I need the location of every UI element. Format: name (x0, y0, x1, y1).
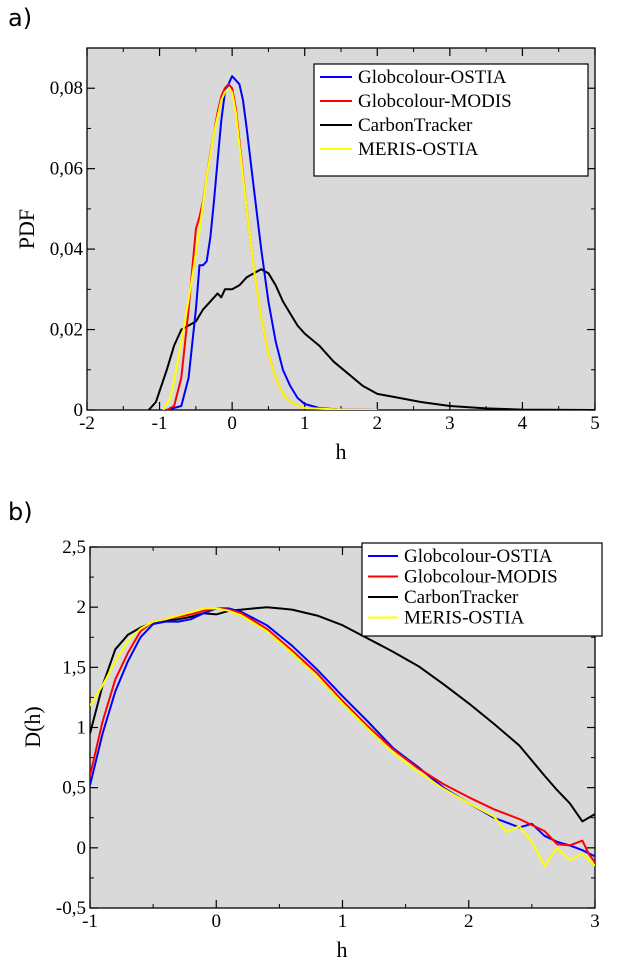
legend-label-meris-ostia: MERIS-OSTIA (358, 139, 479, 160)
legend-label-globcolour-modis: Globcolour-MODIS (404, 567, 558, 588)
series-line-meris-ostia (162, 87, 378, 410)
legend-box (313, 63, 589, 177)
y-tick-label: 1,5 (62, 657, 86, 678)
legend-label-globcolour-ostia: Globcolour-OSTIA (404, 546, 553, 567)
y-tick-label: 2 (77, 597, 87, 618)
panel-label: b) (8, 498, 33, 526)
legend: Globcolour-OSTIAGlobcolour-MODISCarbonTr… (361, 542, 603, 637)
y-tick-label: 0,04 (50, 239, 84, 260)
chart-panel-a: a) -2 -1 0 1 2 3 4 5 0 0,02 0,04 0,06 0,08 h PDF Globcol… (8, 4, 600, 464)
legend-label-carbontracker: CarbonTracker (404, 587, 519, 608)
legend-label-globcolour-ostia: Globcolour-OSTIA (358, 67, 507, 88)
y-tick-label: 0,06 (50, 159, 83, 180)
series-layer (147, 75, 595, 410)
x-tick-label: 2 (464, 911, 474, 932)
y-axis-title: D(h) (20, 706, 45, 748)
y-tick-label: 1 (77, 718, 87, 739)
y-tick-label: 2,5 (62, 537, 86, 558)
y-tick-label: 0,08 (50, 78, 83, 99)
x-tick-label: 0 (212, 911, 222, 932)
x-tick-label: 4 (518, 413, 528, 434)
y-tick-label: 0 (74, 400, 84, 421)
y-tick-label: 0,5 (62, 778, 86, 799)
x-tick-label: 5 (590, 413, 600, 434)
x-tick-label: -1 (82, 911, 98, 932)
y-tick-label: -0,5 (56, 898, 86, 919)
legend-label-globcolour-modis: Globcolour-MODIS (358, 91, 512, 112)
series-line-globcolour-ostia (166, 75, 378, 410)
y-tick-label: 0 (77, 838, 87, 859)
x-tick-label: 2 (373, 413, 383, 434)
x-axis-title: h (336, 439, 347, 464)
y-axis-title: PDF (14, 209, 39, 249)
x-tick-label: 1 (338, 911, 348, 932)
x-tick-label: 3 (590, 911, 600, 932)
x-tick-label: -1 (152, 413, 168, 434)
panel-label: a) (8, 4, 32, 32)
x-tick-label: 3 (445, 413, 455, 434)
series-line-meris-ostia (90, 607, 595, 867)
legend: Globcolour-OSTIA Globcolour-MODIS CarbonTr… (313, 63, 589, 177)
x-axis-title: h (337, 937, 348, 962)
x-tick-label: 0 (227, 413, 237, 434)
x-tick-label: 1 (300, 413, 310, 434)
legend-box (361, 542, 603, 637)
legend-label-carbontracker: CarbonTracker (358, 115, 473, 136)
series-layer (90, 606, 595, 867)
chart-panel-b: b) -1 0 1 2 3 -0,5 0 0,5 1 1,5 2 2,5 h D(h) Globcolour-… (8, 498, 603, 962)
y-tick-label: 0,02 (50, 320, 83, 341)
x-tick-label: -2 (79, 413, 95, 434)
legend-label-meris-ostia: MERIS-OSTIA (404, 608, 525, 629)
